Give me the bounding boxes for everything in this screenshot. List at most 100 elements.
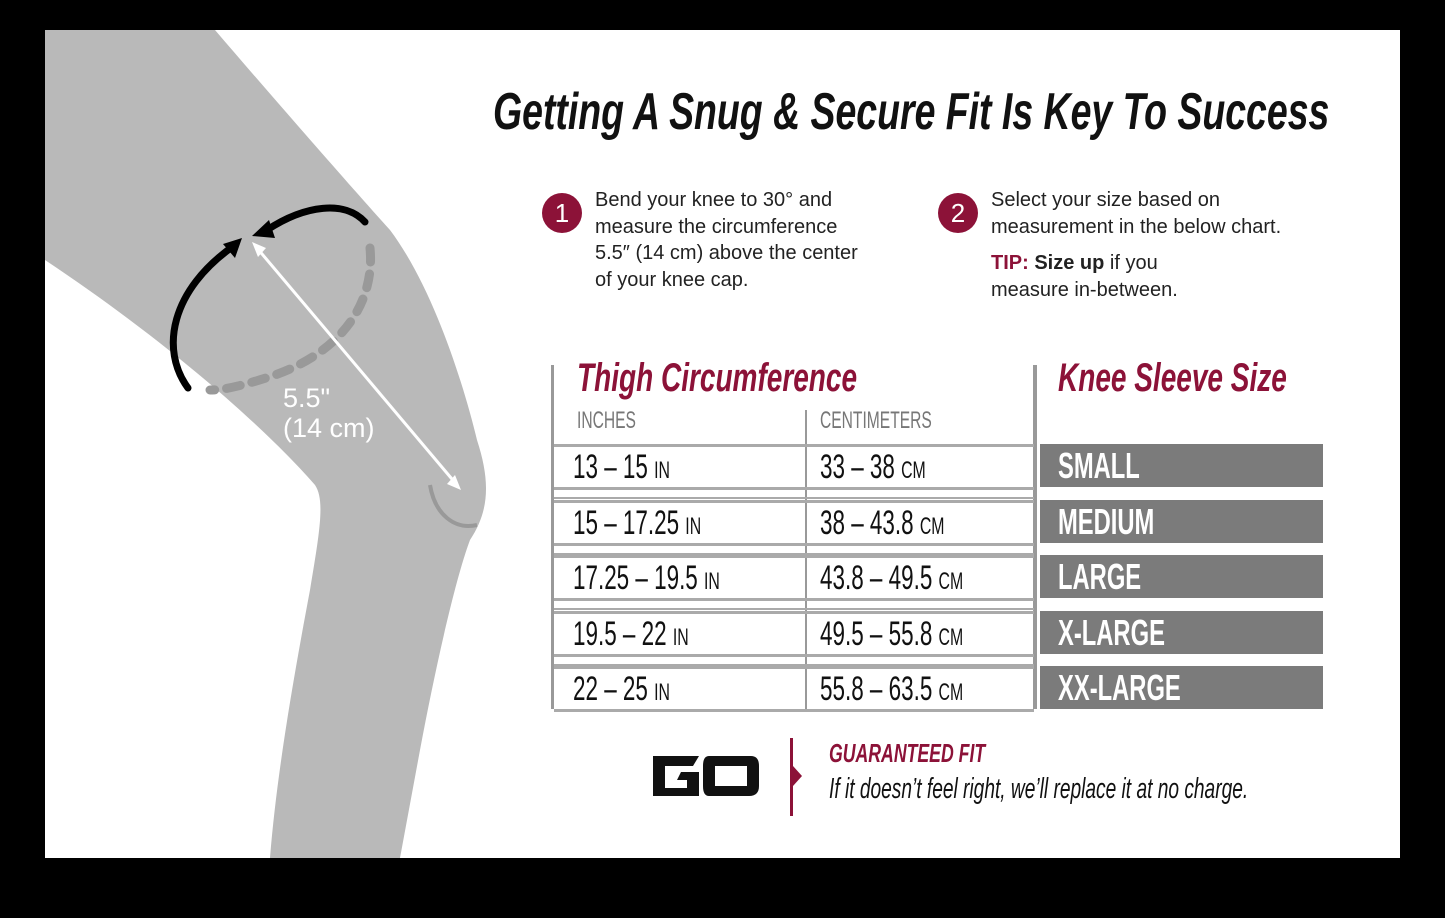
- step-2-text: Select your size based on measurement in…: [991, 187, 1281, 303]
- arrowhead-icon: [223, 238, 242, 258]
- cell-inches: 15 – 17.25 IN: [573, 502, 767, 545]
- cell-cm: 33 – 38 CM: [820, 446, 980, 489]
- size-bar: X-LARGE: [1040, 610, 1323, 654]
- inch-unit: IN: [654, 679, 670, 706]
- cell-cm: 43.8 – 49.5 CM: [820, 557, 1037, 600]
- cm-unit: CM: [901, 457, 926, 484]
- cell-inches: 22 – 25 IN: [573, 668, 720, 711]
- cell-cm: 55.8 – 63.5 CM: [820, 668, 1037, 711]
- row-line: [554, 610, 1034, 614]
- thigh-header-text: Thigh Circumference: [577, 356, 858, 400]
- measure-arrow-left: [169, 241, 239, 392]
- step-2-badge: 2: [938, 193, 978, 233]
- size-bar: SMALL: [1040, 444, 1323, 487]
- guarantee-title-text: GUARANTEED FIT: [829, 738, 986, 768]
- guarantee-text: If it doesn’t feel right, we’ll replace …: [829, 773, 1400, 806]
- size-chart-panel: 5.5" (14 cm) Getting A Snug & Secure Fit…: [45, 30, 1400, 858]
- size-label: X-LARGE: [1058, 611, 1165, 653]
- cm-value: 55.8 – 63.5: [820, 670, 933, 708]
- size-bar: XX-LARGE: [1040, 666, 1323, 709]
- step-line: Select your size based on: [991, 189, 1221, 211]
- measurement-cm: (14 cm): [283, 413, 375, 443]
- inches-value: 19.5 – 22: [573, 614, 667, 653]
- measure-distance-line: [255, 247, 459, 486]
- cm-unit: CM: [938, 568, 964, 595]
- leg-illustration: [45, 30, 487, 858]
- size-bar: MEDIUM: [1040, 499, 1323, 543]
- cm-unit: CM: [919, 512, 945, 540]
- cm-value: 33 – 38: [820, 448, 895, 486]
- guarantee-title: GUARANTEED FIT: [829, 738, 1059, 769]
- row-line: [554, 552, 1034, 555]
- inch-unit: IN: [685, 512, 702, 540]
- guarantee-text-body: If it doesn’t feel right, we’ll replace …: [829, 773, 1249, 805]
- cm-value: 38 – 43.8: [820, 503, 914, 542]
- inches-value: 17.25 – 19.5: [573, 559, 698, 597]
- leg-shape: [45, 30, 487, 858]
- col-header-text: CENTIMETERS: [820, 407, 932, 434]
- row-line: [554, 653, 1034, 657]
- size-label: SMALL: [1058, 445, 1140, 486]
- row-line: [554, 555, 1034, 558]
- size-header: Knee Sleeve Size: [1058, 356, 1385, 401]
- size-label: XX-LARGE: [1058, 667, 1181, 708]
- row-line: [554, 542, 1034, 546]
- tip-bold: Size up: [1034, 252, 1105, 274]
- inch-unit: IN: [704, 568, 720, 595]
- table-left-border: [551, 365, 554, 709]
- step-1-text: Bend your knee to 30° and measure the ci…: [595, 187, 858, 293]
- cell-inches: 19.5 – 22 IN: [573, 613, 748, 656]
- tip: TIP: Size up if you: [991, 250, 1281, 277]
- col-header-cm: CENTIMETERS: [820, 407, 992, 435]
- inches-value: 15 – 17.25: [573, 503, 680, 542]
- thigh-header: Thigh Circumference: [577, 356, 977, 401]
- tip-label: TIP:: [991, 252, 1029, 274]
- row-line: [554, 709, 1034, 712]
- page-title: Getting A Snug & Secure Fit Is Key To Su…: [493, 82, 1400, 142]
- tip-rest: if you: [1104, 252, 1158, 274]
- inches-value: 22 – 25: [573, 670, 648, 708]
- size-bar: LARGE: [1040, 555, 1323, 598]
- measure-arrow-top: [263, 204, 369, 234]
- step-line: of your knee cap.: [595, 268, 749, 291]
- cell-inches: 13 – 15 IN: [573, 446, 720, 489]
- arrowhead-icon: [252, 220, 275, 238]
- row-line: [554, 666, 1034, 669]
- row-line: [554, 608, 1034, 610]
- row-line: [554, 487, 1034, 490]
- column-divider: [805, 410, 807, 709]
- guarantee-divider: [790, 738, 793, 816]
- cm-value: 49.5 – 55.8: [820, 614, 933, 653]
- measurement-label: 5.5" (14 cm): [283, 383, 375, 443]
- col-header-text: INCHES: [577, 407, 636, 434]
- inch-unit: IN: [654, 457, 670, 484]
- row-line: [554, 444, 1034, 447]
- size-label: LARGE: [1058, 556, 1142, 597]
- cm-unit: CM: [938, 623, 964, 651]
- step-line: measure the circumference: [595, 215, 838, 238]
- step-line: Bend your knee to 30° and: [595, 189, 833, 211]
- step-line: 5.5″ (14 cm) above the center: [595, 242, 858, 264]
- cm-value: 43.8 – 49.5: [820, 559, 933, 597]
- step-1-badge: 1: [542, 193, 582, 233]
- size-header-text: Knee Sleeve Size: [1058, 356, 1287, 400]
- row-line: [554, 497, 1034, 499]
- cell-cm: 49.5 – 55.8 CM: [820, 613, 1037, 656]
- inches-value: 13 – 15: [573, 448, 648, 486]
- tip-line2: measure in-between.: [991, 278, 1178, 301]
- step-line: measurement in the below chart.: [991, 215, 1282, 238]
- measurement-inches: 5.5": [283, 383, 331, 413]
- size-column-divider: [1033, 365, 1037, 709]
- cell-inches: 17.25 – 19.5 IN: [573, 557, 796, 600]
- row-line: [554, 499, 1034, 503]
- row-line: [554, 663, 1034, 666]
- measure-back-dashed: [205, 243, 376, 395]
- go-logo: [653, 756, 759, 796]
- arrowhead-icon: [447, 475, 461, 490]
- size-label: MEDIUM: [1058, 500, 1155, 542]
- cell-cm: 38 – 43.8 CM: [820, 502, 1009, 545]
- kneecap-curve: [428, 484, 478, 528]
- row-line: [554, 598, 1034, 601]
- arrowhead-icon: [252, 242, 266, 257]
- page-title-text: Getting A Snug & Secure Fit Is Key To Su…: [493, 83, 1330, 141]
